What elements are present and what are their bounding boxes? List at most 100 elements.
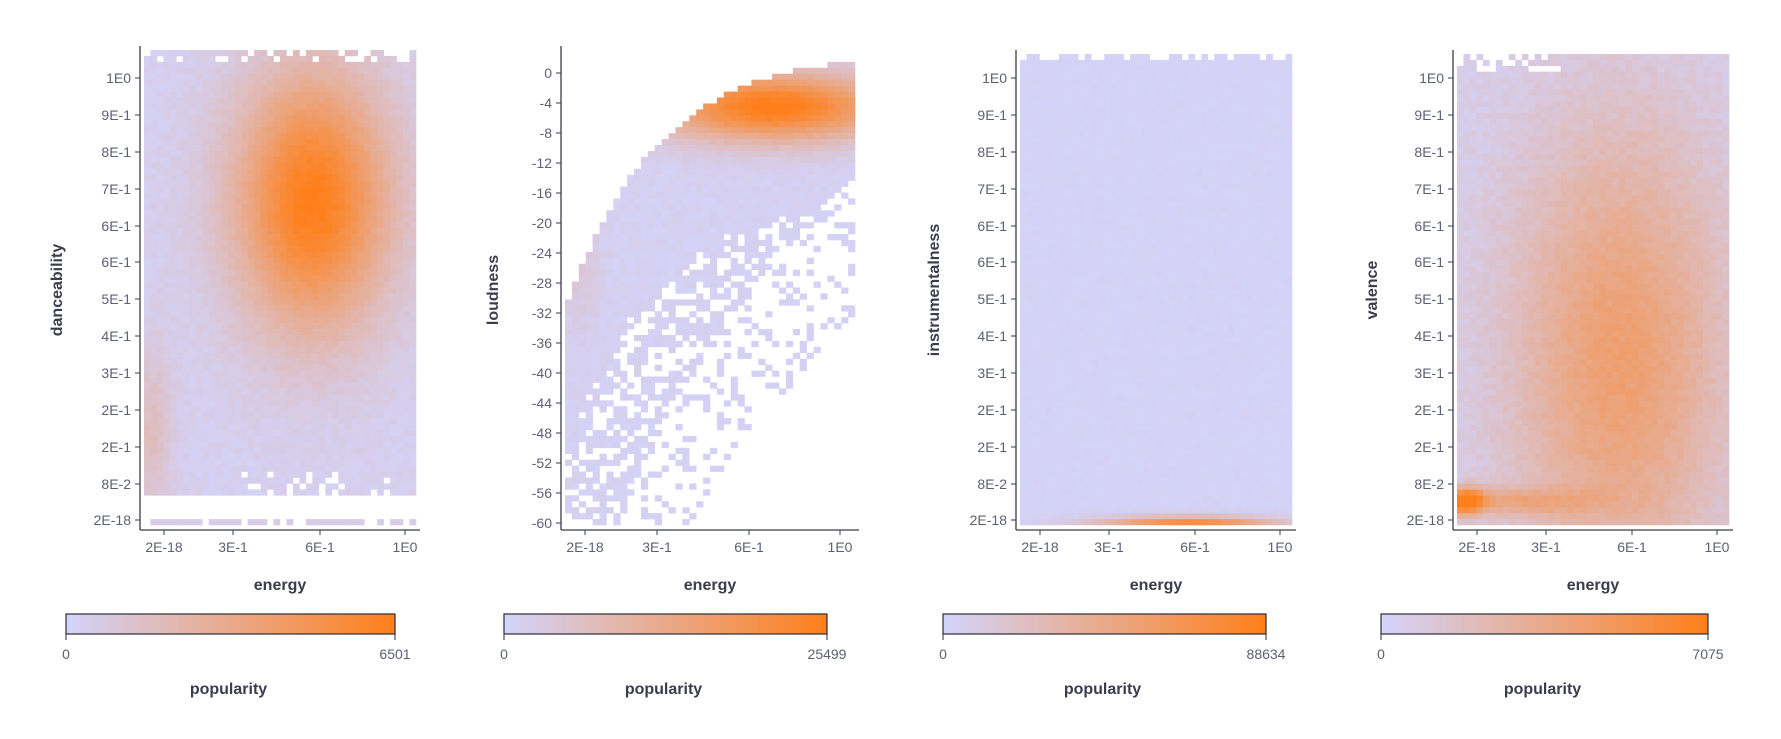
heatmap-cell xyxy=(260,346,268,354)
heatmap-cell xyxy=(163,346,171,354)
heatmap-cell xyxy=(744,109,752,116)
heatmap-cell xyxy=(344,441,352,449)
heatmap-cell xyxy=(169,192,177,199)
heatmap-cell xyxy=(260,79,268,86)
heatmap-cell xyxy=(647,198,656,205)
heatmap-cell xyxy=(318,329,326,336)
heatmap-cell xyxy=(675,251,683,259)
heatmap-cell xyxy=(357,198,365,205)
heatmap-cell xyxy=(751,85,759,92)
heatmap-cell xyxy=(599,453,607,460)
heatmap-cell xyxy=(409,103,417,110)
heatmap-cell xyxy=(377,121,384,128)
heatmap-cell xyxy=(169,489,177,496)
heatmap-cell xyxy=(571,358,580,365)
heatmap-cell xyxy=(571,382,580,389)
x-tick-label: 2E-18 xyxy=(145,539,183,555)
heatmap-cell xyxy=(344,483,352,490)
heatmap-cell xyxy=(351,323,359,330)
heatmap-cell xyxy=(312,305,320,312)
heatmap-cell xyxy=(215,245,223,253)
heatmap-cell xyxy=(675,358,683,365)
heatmap-cell xyxy=(280,55,287,63)
heatmap-cell xyxy=(176,388,184,395)
heatmap-cell xyxy=(325,340,333,348)
heatmap-cell xyxy=(620,222,628,229)
heatmap-cell xyxy=(325,424,333,431)
heatmap-cell xyxy=(338,435,346,443)
heatmap-cell xyxy=(364,281,371,288)
heatmap-cell xyxy=(286,299,294,306)
heatmap-cell xyxy=(195,73,203,80)
heatmap-cell xyxy=(299,263,307,270)
heatmap-cell xyxy=(169,453,177,460)
heatmap-cell xyxy=(202,263,210,270)
heatmap-cell xyxy=(383,55,391,63)
heatmap-cell xyxy=(675,204,683,211)
heatmap-cell xyxy=(299,358,307,365)
heatmap-cell xyxy=(1020,513,1027,520)
heatmap-cell xyxy=(163,453,171,460)
heatmap-cell xyxy=(150,435,158,443)
heatmap-cell xyxy=(292,50,300,57)
heatmap-cell xyxy=(228,293,235,300)
heatmap-cell xyxy=(799,103,807,110)
heatmap-cell xyxy=(144,388,151,395)
heatmap-cell xyxy=(661,269,669,276)
heatmap-cell xyxy=(241,251,248,259)
heatmap-cell xyxy=(247,127,255,134)
heatmap-cell xyxy=(150,127,158,134)
heatmap-cell xyxy=(779,121,787,128)
heatmap-cell xyxy=(1032,248,1040,255)
heatmap-cell xyxy=(318,418,326,425)
heatmap-cell xyxy=(163,145,171,152)
heatmap-cell xyxy=(723,418,732,425)
heatmap-cell xyxy=(668,228,676,235)
heatmap-cell xyxy=(599,513,607,520)
heatmap-cell xyxy=(241,168,248,175)
heatmap-cell xyxy=(195,204,203,211)
heatmap-cell xyxy=(338,251,346,259)
heatmap-cell xyxy=(827,61,835,69)
y-tick-label: -60 xyxy=(532,515,552,531)
heatmap-cell xyxy=(267,79,274,86)
heatmap-cell xyxy=(403,329,410,336)
heatmap-cell xyxy=(409,79,417,86)
heatmap-cell xyxy=(150,465,158,472)
heatmap-cell xyxy=(254,281,261,288)
heatmap-cell xyxy=(377,293,384,300)
heatmap-cell xyxy=(848,115,856,122)
heatmap-cell xyxy=(689,358,697,365)
heatmap-cell xyxy=(1020,436,1027,443)
heatmap-cell xyxy=(370,323,378,330)
heatmap-cell xyxy=(144,145,151,152)
heatmap-cell xyxy=(234,97,242,104)
heatmap-cell xyxy=(221,168,229,175)
heatmap-cell xyxy=(765,186,773,193)
heatmap-cell xyxy=(806,352,814,360)
heatmap-cell xyxy=(620,299,628,306)
heatmap-cell xyxy=(273,109,281,116)
heatmap-cell xyxy=(730,127,738,134)
heatmap-cell xyxy=(396,382,404,389)
heatmap-cell xyxy=(613,275,621,282)
heatmap-cell xyxy=(716,198,725,205)
heatmap-cell xyxy=(273,465,281,472)
heatmap-cell xyxy=(585,400,593,407)
heatmap-cell xyxy=(1032,71,1040,78)
heatmap-cell xyxy=(247,198,255,205)
heatmap-cell xyxy=(409,519,417,526)
heatmap-cell xyxy=(772,133,780,140)
heatmap-cell xyxy=(234,358,242,365)
heatmap-cell xyxy=(169,204,177,211)
heatmap-cell xyxy=(228,430,235,437)
heatmap-cell xyxy=(730,145,738,152)
heatmap-cell xyxy=(675,174,683,181)
heatmap-cell xyxy=(331,293,339,300)
heatmap-cell xyxy=(403,222,410,229)
heatmap-cell xyxy=(241,127,248,134)
heatmap-cell xyxy=(234,222,242,229)
heatmap-cell xyxy=(1032,165,1040,173)
heatmap-cell xyxy=(182,400,190,407)
heatmap-cell xyxy=(396,139,404,146)
